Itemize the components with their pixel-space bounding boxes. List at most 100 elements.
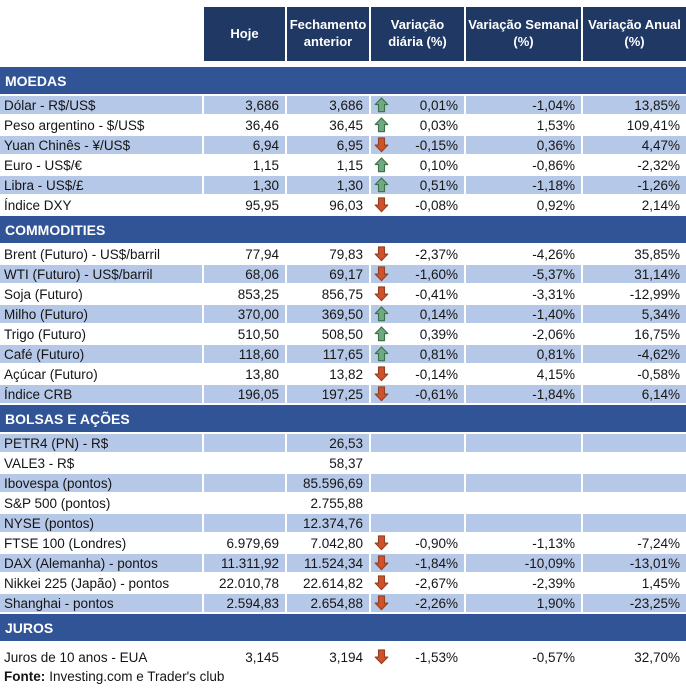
variacao-diaria-cell: -1,84% — [371, 554, 464, 572]
section-header-bar: MOEDAS — [0, 67, 686, 94]
variacao-anual-value: 13,85% — [583, 96, 686, 114]
table-row: FTSE 100 (Londres) 6.979,69 7.042,80 -0,… — [0, 534, 686, 552]
variacao-semanal-value — [466, 494, 581, 512]
fechamento-anterior-value: 13,82 — [329, 366, 363, 382]
variacao-diaria-value: -0,14% — [415, 366, 458, 382]
down-arrow-icon — [374, 386, 389, 402]
section-header-bar: JUROS — [0, 614, 686, 641]
section-rows: Juros de 10 anos - EUA 3,145 3,194 -1,53… — [0, 643, 686, 666]
table-row: WTI (Futuro) - US$/barril 68,06 69,17 -1… — [0, 265, 686, 283]
fechamento-anterior-value: 856,75 — [321, 286, 363, 302]
section-title: BOLSAS E AÇÕES — [5, 410, 130, 427]
variacao-semanal-value: 0,36% — [466, 136, 581, 154]
row-label: Dólar - R$/US$ — [0, 96, 202, 114]
up-arrow-icon — [374, 346, 389, 362]
trend-arrow-icon — [374, 475, 389, 491]
fechamento-anterior-value: 69,17 — [287, 265, 369, 283]
row-label: Shanghai - pontos — [0, 594, 202, 612]
header-spacer — [0, 7, 202, 61]
down-arrow-icon — [374, 286, 389, 302]
variacao-diaria-value: 0,51% — [419, 177, 458, 193]
market-summary-table: Hoje Fechamento anterior Variação diária… — [0, 7, 686, 684]
fechamento-anterior-value: 1,15 — [336, 157, 363, 173]
variacao-diaria-cell: -0,08% — [371, 196, 464, 214]
down-arrow-icon — [374, 266, 389, 282]
row-label: Ibovespa (pontos) — [0, 474, 202, 492]
row-label: S&P 500 (pontos) — [4, 495, 111, 511]
variacao-semanal-value — [466, 474, 581, 492]
row-label: FTSE 100 (Londres) — [4, 535, 127, 551]
fechamento-anterior-value: 22.614,82 — [302, 575, 363, 591]
fechamento-anterior-value: 58,37 — [329, 455, 363, 471]
variacao-diaria-cell: -0,61% — [371, 385, 464, 403]
row-label: VALE3 - R$ — [4, 455, 75, 471]
fechamento-anterior-value: 6,95 — [287, 136, 369, 154]
variacao-diaria-value: 0,01% — [419, 97, 458, 113]
table-section: JUROS Juros de 10 anos - EUA 3,145 3,194… — [0, 614, 686, 666]
table-row: PETR4 (PN) - R$ 26,53 — [0, 434, 686, 452]
variacao-anual-value: 109,41% — [626, 117, 680, 133]
fechamento-anterior-value: 1,30 — [287, 176, 369, 194]
variacao-diaria-cell — [371, 494, 464, 512]
table-row: Soja (Futuro) 853,25 856,75 -0,41% -3,31… — [0, 285, 686, 303]
hoje-value: 22.010,78 — [218, 575, 279, 591]
hoje-value: 118,60 — [204, 345, 285, 363]
variacao-anual-value: -4,62% — [583, 345, 686, 363]
table-row: Índice DXY 95,95 96,03 -0,08% 0,92% 2,14… — [0, 196, 686, 214]
fechamento-anterior-value: 2.755,88 — [310, 495, 363, 511]
up-arrow-icon — [374, 157, 389, 173]
variacao-semanal-value: -1,13% — [532, 535, 575, 551]
section-header-bar: COMMODITIES — [0, 216, 686, 243]
table-row: S&P 500 (pontos) 2.755,88 — [0, 494, 686, 512]
variacao-diaria-value: 0,81% — [419, 346, 458, 362]
up-arrow-icon — [374, 326, 389, 342]
table-section: MOEDAS Dólar - R$/US$ 3,686 3,686 0,01% … — [0, 67, 686, 214]
variacao-anual-value: -0,58% — [637, 366, 680, 382]
table-section: COMMODITIES Brent (Futuro) - US$/barril … — [0, 216, 686, 403]
variacao-diaria-cell: 0,14% — [371, 305, 464, 323]
variacao-diaria-cell: 0,01% — [371, 96, 464, 114]
variacao-diaria-value: -0,41% — [415, 286, 458, 302]
hoje-value — [204, 474, 285, 492]
variacao-anual-value: -1,26% — [583, 176, 686, 194]
down-arrow-icon — [374, 555, 389, 571]
hoje-value: 95,95 — [245, 197, 279, 213]
row-label: Euro - US$/€ — [4, 157, 83, 173]
hoje-value: 1,15 — [252, 157, 279, 173]
variacao-diaria-value: -0,08% — [415, 197, 458, 213]
fechamento-anterior-value: 12.374,76 — [287, 514, 369, 532]
source-note: Fonte: Investing.com e Trader's club — [0, 669, 686, 684]
trend-arrow-icon — [374, 515, 389, 531]
hoje-value: 2.594,83 — [204, 594, 285, 612]
trend-arrow-icon — [374, 495, 389, 511]
up-arrow-icon — [374, 177, 389, 193]
hoje-value: 36,46 — [245, 117, 279, 133]
variacao-semanal-value: 0,92% — [536, 197, 575, 213]
variacao-diaria-cell — [371, 514, 464, 532]
fechamento-anterior-value: 11.524,34 — [287, 554, 369, 572]
hoje-value: 370,00 — [204, 305, 285, 323]
up-arrow-icon — [374, 117, 389, 133]
variacao-semanal-value: -0,86% — [532, 157, 575, 173]
row-label: Milho (Futuro) — [0, 305, 202, 323]
variacao-diaria-value: -0,15% — [415, 137, 458, 153]
variacao-semanal-value: 0,81% — [466, 345, 581, 363]
table-row: DAX (Alemanha) - pontos 11.311,92 11.524… — [0, 554, 686, 572]
table-row: Juros de 10 anos - EUA 3,145 3,194 -1,53… — [0, 648, 686, 666]
section-rows: PETR4 (PN) - R$ 26,53 VALE3 - R$ 58,37 I… — [0, 434, 686, 612]
table-row: Café (Futuro) 118,60 117,65 0,81% 0,81% … — [0, 345, 686, 363]
column-header-hoje: Hoje — [204, 7, 285, 61]
down-arrow-icon — [374, 137, 389, 153]
fechamento-anterior-value: 85.596,69 — [287, 474, 369, 492]
row-label: Soja (Futuro) — [4, 286, 83, 302]
row-label: Brent (Futuro) - US$/barril — [4, 246, 161, 262]
table-row: Açúcar (Futuro) 13,80 13,82 -0,14% 4,15%… — [0, 365, 686, 383]
row-label: Libra - US$/£ — [0, 176, 202, 194]
variacao-diaria-cell — [371, 454, 464, 472]
row-label: DAX (Alemanha) - pontos — [0, 554, 202, 572]
down-arrow-icon — [374, 595, 389, 611]
hoje-value: 853,25 — [237, 286, 279, 302]
section-title: COMMODITIES — [5, 221, 106, 238]
variacao-diaria-cell: -2,67% — [371, 574, 464, 592]
variacao-diaria-cell: -0,41% — [371, 285, 464, 303]
